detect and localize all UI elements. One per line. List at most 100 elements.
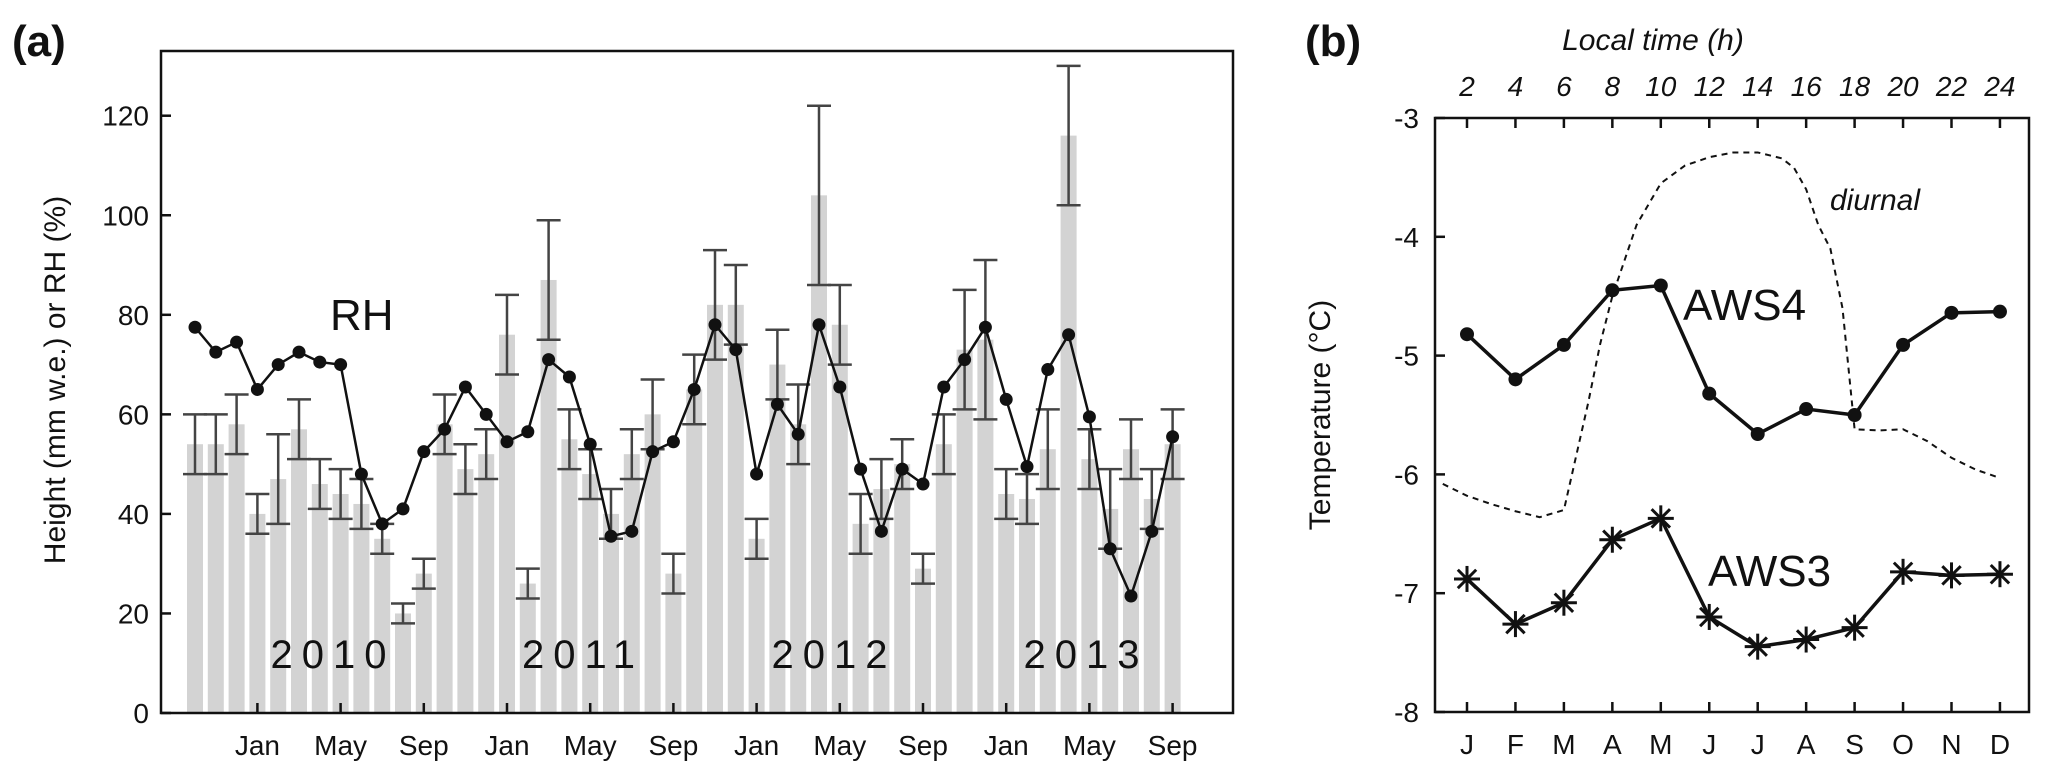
rh-point-44 [1103, 542, 1117, 556]
b-xtick-label-4: M [1649, 729, 1672, 760]
rh-point-22 [646, 445, 660, 459]
error-bar-39 [994, 467, 1019, 521]
bar-dec-2 [228, 424, 245, 713]
a-xtick-label-7: May [813, 730, 866, 761]
bar-jun-8 [353, 503, 370, 713]
error-bar-45 [1119, 418, 1143, 481]
error-bar-5 [287, 398, 311, 461]
error-bar-19 [578, 447, 603, 501]
error-bar-35 [911, 552, 935, 585]
rh-point-32 [854, 462, 868, 476]
b-xtick-label-7: A [1797, 729, 1816, 760]
rh-point-25 [708, 318, 722, 332]
error-bar-38 [973, 258, 998, 421]
bar-dec-14 [478, 454, 495, 713]
b-xtick-label-3: A [1603, 729, 1622, 760]
error-bar-16 [515, 567, 540, 600]
rh-point-4 [271, 358, 285, 372]
error-bar-21 [619, 428, 644, 481]
bar-oct-24 [686, 389, 703, 713]
b-toptick-label-18: 18 [1839, 71, 1871, 102]
asterisk-stroke [1698, 606, 1720, 628]
b-toptick-label-14: 14 [1742, 71, 1773, 102]
aws3-point-5 [1696, 603, 1723, 630]
bar-apr-6 [311, 484, 328, 713]
rh-point-6 [313, 355, 327, 369]
bar-may-19 [582, 474, 599, 713]
asterisk-stroke [1941, 565, 1962, 586]
b-xtick-label-10: N [1941, 729, 1961, 760]
a-ytick-label-0: 0 [133, 698, 149, 729]
bar-mar-17 [540, 279, 557, 713]
rh-point-24 [687, 382, 701, 396]
rh-point-29 [791, 427, 805, 441]
bar-jun-20 [603, 513, 619, 713]
error-bar-3 [245, 492, 270, 536]
b-xtick-label-2: M [1552, 729, 1575, 760]
b-xtick-label-0: J [1460, 729, 1474, 760]
b-diurnal-label: diurnal [1830, 184, 1921, 217]
bar-feb-16 [519, 583, 536, 713]
aws3-point-8 [1841, 614, 1868, 641]
b-ytick-label--6: -6 [1394, 459, 1419, 490]
bar-sep-35 [915, 568, 931, 713]
rh-point-18 [562, 370, 576, 384]
rh-point-40 [1020, 460, 1034, 474]
b-ytick-label--3: -3 [1394, 103, 1419, 134]
panel-b-label: (b) [1305, 17, 1361, 66]
a-rh-label: RH [330, 291, 394, 340]
error-bar-13 [453, 442, 478, 496]
a-ytick-label-20: 20 [118, 598, 149, 629]
b-xtick-label-6: J [1751, 729, 1765, 760]
bar-may-7 [332, 493, 349, 713]
bar-jul-33 [873, 489, 890, 713]
error-bar-11 [411, 557, 436, 590]
bar-dec-38 [977, 339, 994, 713]
rh-point-27 [750, 467, 764, 481]
rh-point-33 [874, 524, 888, 538]
rh-point-0 [188, 320, 202, 334]
b-y-axis-label: Temperature (°C) [1304, 300, 1337, 530]
rh-point-17 [542, 353, 556, 367]
aws4-point-7 [1799, 402, 1814, 417]
rh-point-45 [1124, 589, 1138, 603]
rh-point-36 [937, 380, 951, 394]
rh-point-23 [666, 435, 680, 449]
diurnal-polyline [1442, 151, 2001, 519]
b-toptick-label-10: 10 [1645, 71, 1677, 102]
error-bar-32 [848, 492, 873, 555]
aws4-point-6 [1750, 427, 1765, 442]
a-ytick-label-120: 120 [102, 101, 149, 132]
a-year-labels: 2010 2011 2012 2013 [271, 633, 1149, 677]
bar-aug-34 [894, 464, 911, 713]
error-bar-14 [474, 428, 499, 481]
panel-a: (a) 2010 2011 2012 2013 0 20 40 60 80 100 120 Jan M… [12, 17, 1235, 761]
a-plot-frame [159, 49, 1235, 715]
a-xtick-label-6: Jan [734, 730, 779, 761]
asterisk-stroke [1553, 592, 1575, 613]
bar-dec-26 [727, 304, 744, 713]
aws3-point-7 [1793, 626, 1820, 653]
year-label-2013: 2013 [1024, 633, 1149, 677]
b-toptick-label-22: 22 [1935, 71, 1968, 102]
rh-point-30 [812, 318, 826, 332]
asterisk-stroke [1602, 529, 1623, 550]
bar-jun-32 [852, 523, 869, 713]
aws4-point-3 [1605, 283, 1620, 298]
b-ytick-label--8: -8 [1394, 697, 1419, 728]
bar-sep-47 [1164, 444, 1181, 713]
error-bar-36 [931, 413, 956, 476]
rh-point-13 [458, 380, 472, 394]
rh-point-7 [334, 358, 348, 372]
bar-nov-37 [956, 349, 973, 713]
panel-a-label: (a) [12, 17, 66, 66]
rh-point-46 [1145, 524, 1159, 538]
error-bar-33 [869, 457, 894, 521]
b-toptick-label-20: 20 [1886, 71, 1919, 102]
error-bar-26 [723, 263, 748, 346]
rh-point-14 [479, 407, 493, 421]
error-bar-10 [391, 602, 415, 625]
rh-point-12 [438, 422, 452, 436]
asterisk-stroke [1795, 629, 1817, 650]
rh-point-2 [230, 335, 244, 349]
